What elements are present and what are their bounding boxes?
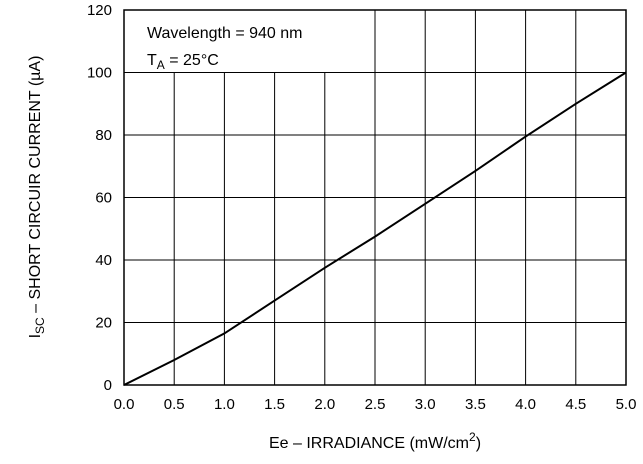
- x-tick-label: 3.0: [415, 396, 436, 413]
- x-tick-label: 4.5: [565, 396, 586, 413]
- y-tick-label: 0: [104, 377, 112, 394]
- x-axis-label-main: Ee – IRRADIANCE (mW/cm: [269, 435, 469, 452]
- current-curve: [123, 71, 627, 386]
- x-tick-label: 1.0: [214, 396, 235, 413]
- x-tick-label: 2.5: [365, 396, 386, 413]
- annotation-box: Wavelength = 940 nm TA = 25°C: [124, 10, 370, 72]
- y-tick-label: 100: [87, 65, 112, 82]
- y-tick-label: 120: [87, 2, 112, 19]
- x-tick-label: 3.5: [465, 396, 486, 413]
- annotation-background: [124, 10, 370, 72]
- annotation-wavelength: Wavelength = 940 nm: [147, 25, 303, 42]
- grid-lines: [124, 10, 626, 385]
- y-axis-label-sub: SC: [33, 317, 47, 334]
- x-tick-label: 5.0: [616, 396, 637, 413]
- y-tick-label: 80: [95, 127, 112, 144]
- y-tick-label: 40: [95, 252, 112, 269]
- x-axis-label-sup: 2: [469, 430, 476, 444]
- annotation-temperature: TA = 25°C: [147, 52, 219, 72]
- x-axis-label-close: ): [476, 435, 481, 452]
- y-tick-label: 60: [95, 190, 112, 207]
- x-axis-label: Ee – IRRADIANCE (mW/cm2): [269, 430, 481, 452]
- x-tick-label: 0.0: [114, 396, 135, 413]
- x-tick-label: 1.5: [264, 396, 285, 413]
- x-tick-label: 2.0: [314, 396, 335, 413]
- annotation-temp-prefix: T: [147, 52, 157, 69]
- annotation-temp-rest: = 25°C: [165, 52, 219, 69]
- x-tick-labels: 0.0 0.5 1.0 1.5 2.0 2.5 3.0 3.5 4.0 4.5 5.0: [114, 396, 637, 413]
- y-axis-label-prefix: I: [27, 334, 44, 338]
- y-tick-label: 20: [95, 315, 112, 332]
- x-tick-label: 4.0: [515, 396, 536, 413]
- y-tick-labels: 0 20 40 60 80 100 120: [87, 2, 112, 394]
- x-tick-label: 0.5: [164, 396, 185, 413]
- annotation-temp-sub: A: [157, 58, 165, 72]
- plot-frame: [123, 9, 627, 386]
- y-axis-label: ISC – SHORT CIRCUIR CURRENT (µA): [27, 56, 47, 339]
- y-axis-label-main: – SHORT CIRCUIR CURRENT (µA): [27, 56, 44, 318]
